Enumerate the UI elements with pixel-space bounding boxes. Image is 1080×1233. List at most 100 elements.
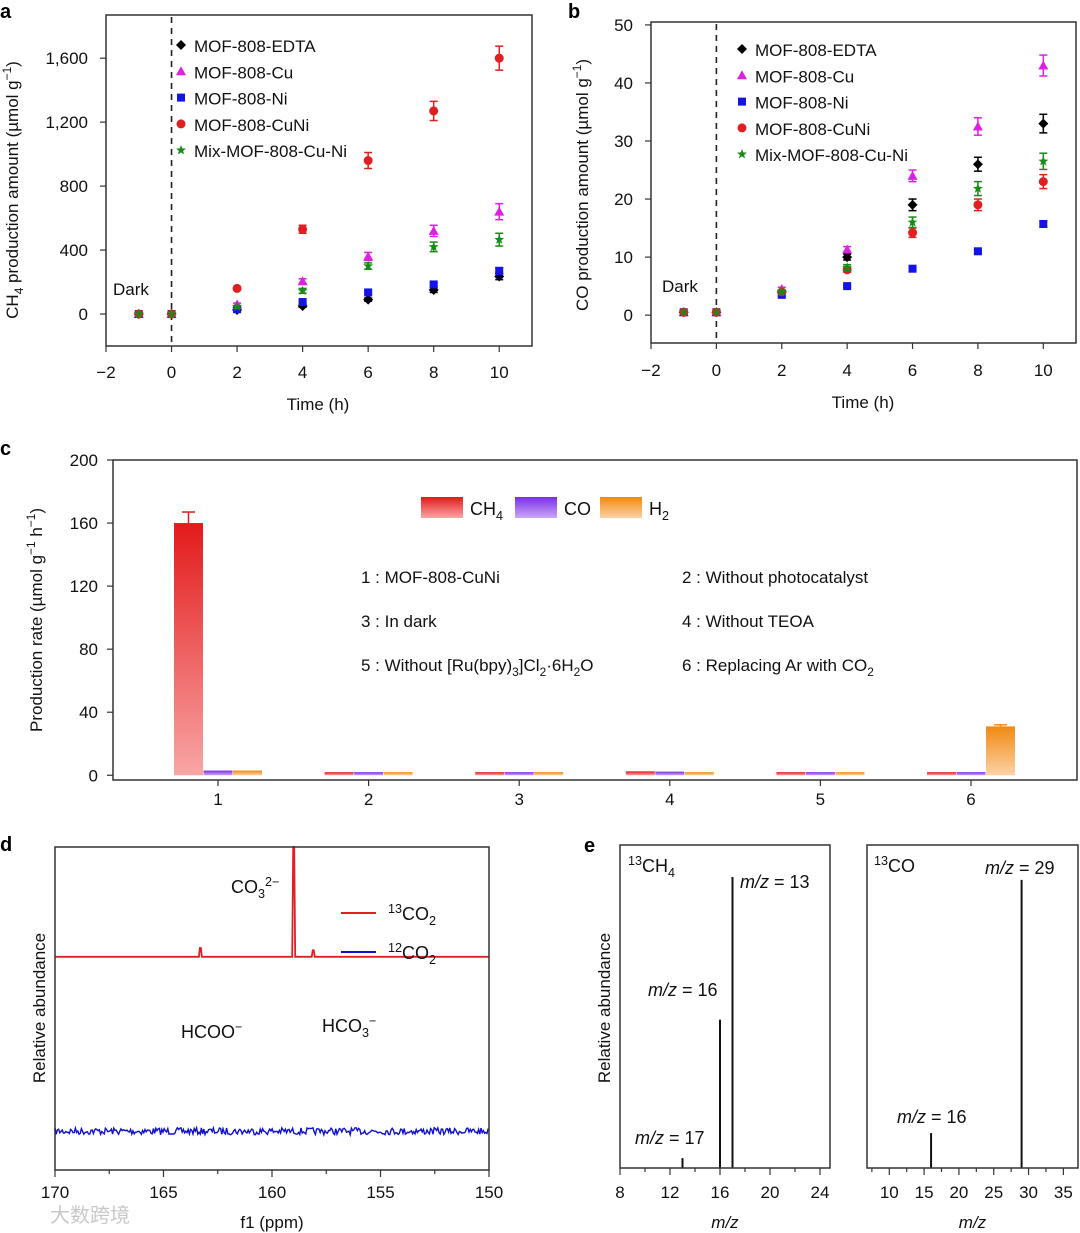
y-tick-label: 0 — [624, 306, 633, 325]
bar-CO-3 — [504, 772, 534, 776]
condition-label-5: 5 : Without [Ru(bpy)3]Cl2·6H2O — [361, 656, 593, 679]
text-segment: 2 — [429, 914, 436, 928]
triangle-marker — [363, 251, 374, 261]
text-segment: m/z — [959, 1213, 987, 1232]
legend-label: MOF-808-Cu — [755, 67, 854, 86]
text-segment: HCOO — [181, 1022, 235, 1042]
triangle-marker — [428, 225, 439, 235]
bar-CO-1 — [203, 770, 233, 776]
y-tick-label: 160 — [70, 514, 98, 533]
text-segment: 3 : In dark — [361, 612, 437, 631]
x-tick-label: 4 — [665, 790, 674, 809]
chart-panel-b: 0 10 20 30 40 50 −2 0 2 4 6 8 10 Dark MOF-808-EDTA MOF-… — [614, 16, 1053, 380]
diamond-marker — [737, 44, 747, 54]
square-marker — [908, 264, 917, 273]
triangle-marker — [297, 276, 308, 286]
x-tick-label: 10 — [880, 1183, 899, 1202]
text-segment: ) — [3, 61, 22, 67]
text-segment: = 29 — [1014, 858, 1055, 878]
text-segment: CO production amount (µmol g — [573, 78, 592, 311]
x-axis-label: f1 (ppm) — [240, 1213, 303, 1232]
text-segment: 2 — [540, 665, 547, 679]
x-tick-label: 3 — [514, 790, 523, 809]
x-tick-label: 16 — [711, 1183, 730, 1202]
x-tick-label: 2 — [232, 363, 241, 382]
text-segment: ) — [27, 508, 46, 514]
text-segment: 3 — [362, 1026, 369, 1040]
text-segment: 2 — [574, 665, 581, 679]
legend-label: MOF-808-EDTA — [194, 37, 316, 56]
square-marker — [177, 93, 185, 102]
text-segment: CO — [564, 499, 591, 519]
condition-label-3: 3 : In dark — [361, 612, 437, 631]
panel-letter-a: a — [0, 1, 12, 23]
text-segment: 4 — [668, 866, 675, 880]
star-marker — [678, 307, 689, 317]
bar-CO-4 — [655, 771, 685, 776]
text-segment: 2− — [265, 875, 279, 889]
x-tick-label: 6 — [908, 361, 917, 380]
panel-letter-e: e — [584, 835, 595, 857]
text-segment: 2 — [429, 953, 436, 967]
panel-title: 13CO — [874, 854, 915, 876]
legend-label: MOF-808-CuNi — [194, 116, 309, 135]
plot-frame — [105, 14, 533, 347]
peak-label: m/z = 16 — [648, 980, 718, 1000]
legend-swatch — [421, 497, 463, 518]
legend-label: MOF-808-CuNi — [755, 120, 870, 139]
x-axis-label: m/z — [711, 1213, 739, 1232]
legend-item: MOF-808-Cu — [737, 67, 854, 86]
y-tick-label: 200 — [70, 451, 98, 470]
x-tick-label: 30 — [1019, 1183, 1038, 1202]
chart-panel-c: 0 40 80 120 160 200 1 2 3 4 5 6 — [70, 451, 1015, 809]
chart-panel-d: 170 165 160 155 150 — [41, 846, 503, 1202]
text-segment: production amount (µmol g — [3, 80, 22, 287]
text-segment: 13 — [874, 854, 888, 868]
text-segment: m/z — [897, 1107, 926, 1127]
bar-H2-4 — [684, 772, 714, 776]
legend-label: Mix-MOF-808-Cu-Ni — [755, 146, 908, 165]
triangle-marker — [737, 70, 747, 80]
legend-item: Mix-MOF-808-Cu-Ni — [176, 142, 347, 161]
y-axis-label: Relative abundance — [595, 933, 614, 1083]
plot-frame — [54, 846, 490, 1171]
x-axis-label: Time (h) — [287, 395, 350, 414]
legend-label: CH4 — [470, 499, 503, 523]
star-marker — [176, 145, 186, 155]
chart-panel-a: 0 400 800 1,200 1,600 −2 0 2 4 6 8 10 Dark MOF-808-ED… — [45, 17, 509, 382]
circle-marker — [1038, 177, 1048, 187]
triangle-marker — [842, 244, 853, 254]
legend-item-CH4 — [421, 497, 463, 518]
text-segment: − — [369, 1014, 376, 1028]
bar-H2-2 — [383, 772, 413, 776]
triangle-marker — [907, 170, 918, 180]
x-axis-label: m/z — [959, 1213, 987, 1232]
circle-marker — [973, 200, 983, 210]
legend-label: Mix-MOF-808-Cu-Ni — [194, 142, 347, 161]
legend-label: MOF-808-Ni — [194, 90, 288, 109]
plot-frame — [866, 844, 1079, 1169]
triangle-marker — [176, 66, 186, 76]
star-marker — [133, 308, 144, 319]
star-marker — [428, 241, 439, 252]
legend-item-CO — [515, 497, 557, 518]
text-segment: CO — [402, 943, 429, 963]
legend-item: MOF-808-Cu — [176, 63, 293, 82]
star-marker — [907, 217, 918, 227]
series-MOF-808-Cu — [133, 202, 505, 319]
x-tick-label: 8 — [615, 1183, 624, 1202]
circle-marker — [429, 106, 439, 116]
text-segment: 1 : MOF-808-CuNi — [361, 568, 500, 587]
star-marker — [842, 262, 853, 272]
condition-label-2: 2 : Without photocatalyst — [682, 568, 868, 587]
text-segment: HCO — [322, 1016, 362, 1036]
x-tick-label: 165 — [149, 1183, 177, 1202]
panel-letter-b: b — [568, 1, 580, 23]
text-segment: 6 : Replacing Ar with CO — [682, 656, 867, 675]
text-segment: 4 : Without TEOA — [682, 612, 815, 631]
legend-label: H2 — [649, 499, 669, 523]
condition-label-6: 6 : Replacing Ar with CO2 — [682, 656, 874, 679]
square-marker — [495, 266, 504, 275]
chart-panel-e2: 10 15 20 25 30 35 — [871, 879, 1073, 1202]
